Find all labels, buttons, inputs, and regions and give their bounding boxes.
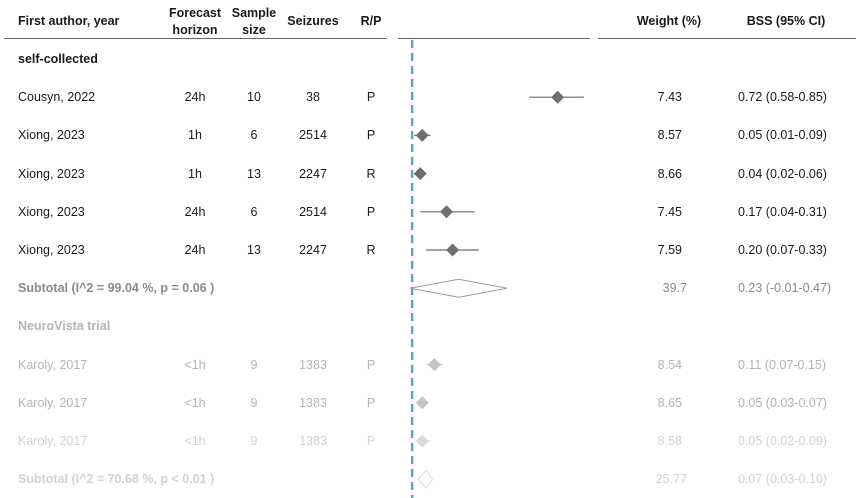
header-horizon-line1: Forecast (168, 6, 222, 20)
subtotal-weight: 39.7 (662, 281, 687, 296)
study-sample: 9 (250, 434, 258, 448)
study-horizon: <1h (184, 434, 206, 448)
study-rp: P (366, 128, 376, 143)
study-horizon: 24h (184, 243, 206, 257)
study-label: Karoly, 2017 (18, 395, 88, 410)
study-label: Xiong, 2023 (18, 204, 85, 219)
study-rp: P (366, 395, 376, 410)
study-ci: 0.11 (0.07-0.15) (738, 357, 827, 372)
study-ci: 0.20 (0.07-0.33) (738, 243, 827, 257)
study-sample: 6 (250, 128, 258, 143)
point-estimate (427, 358, 441, 372)
study-rp: P (366, 204, 376, 219)
study-sample: 13 (247, 243, 261, 257)
study-seizures: 2247 (299, 166, 327, 181)
study-horizon: <1h (184, 395, 206, 410)
study-label: Xiong, 2023 (18, 243, 85, 257)
header-rule-left (4, 38, 387, 39)
subtotal-ci: 0.07 (0.03-0.10) (738, 472, 827, 487)
study-ci: 0.05 (0.03-0.07) (738, 395, 827, 410)
study-label: Cousyn, 2022 (18, 90, 96, 105)
study-seizures: 1383 (299, 395, 327, 410)
study-seizures: 2247 (299, 243, 327, 257)
study-rp: P (366, 434, 376, 448)
group-label: self-collected (18, 52, 98, 66)
study-label: Xiong, 2023 (18, 128, 85, 143)
study-seizures: 2514 (299, 128, 327, 143)
study-sample: 9 (250, 357, 258, 372)
study-label: Karoly, 2017 (18, 357, 88, 372)
study-label: Karoly, 2017 (18, 434, 88, 448)
point-estimate (440, 205, 454, 219)
study-weight: 8.65 (657, 395, 682, 410)
study-weight: 7.45 (657, 204, 682, 219)
subtotal-label: Subtotal (I^2 = 70.68 %, p < 0.01 ) (18, 472, 215, 487)
point-estimate (415, 434, 429, 448)
header-rule-right (598, 38, 856, 39)
study-sample: 6 (250, 204, 258, 219)
point-estimate (551, 90, 565, 104)
study-weight: 8.58 (657, 434, 682, 448)
study-ci: 0.05 (0.02-0.09) (738, 434, 827, 448)
header-bss: BSS (95% CI) (746, 14, 826, 28)
study-rp: P (366, 357, 376, 372)
study-weight: 7.43 (657, 90, 682, 105)
group-label: NeuroVista trial (18, 319, 111, 334)
subtotal-weight: 25.77 (655, 472, 687, 487)
study-label: Xiong, 2023 (18, 166, 85, 181)
study-rp: R (366, 166, 376, 181)
study-seizures: 1383 (299, 357, 327, 372)
point-estimate (446, 243, 460, 257)
study-horizon: 24h (184, 90, 206, 105)
point-estimate (413, 167, 427, 181)
subtotal-diamond (417, 469, 433, 490)
header-rp: R/P (360, 14, 382, 28)
point-estimate (415, 128, 429, 142)
point-estimate (415, 396, 429, 410)
study-weight: 8.54 (657, 357, 682, 372)
header-author: First author, year (18, 14, 120, 28)
header-sample-line2: size (242, 23, 266, 37)
header-weight: Weight (%) (636, 14, 702, 28)
study-seizures: 1383 (299, 434, 327, 448)
study-horizon: <1h (184, 357, 206, 372)
study-horizon: 1h (188, 166, 202, 181)
header-horizon-line2: horizon (172, 23, 218, 37)
study-ci: 0.05 (0.01-0.09) (738, 128, 827, 143)
study-ci: 0.04 (0.02-0.06) (738, 166, 827, 181)
study-ci: 0.72 (0.58-0.85) (738, 90, 827, 105)
study-seizures: 2514 (299, 204, 327, 219)
study-weight: 7.59 (657, 243, 682, 257)
study-seizures: 38 (306, 90, 320, 105)
study-sample: 10 (247, 90, 261, 105)
subtotal-ci: 0.23 (-0.01-0.47) (738, 281, 832, 296)
study-rp: P (366, 90, 376, 105)
study-horizon: 1h (188, 128, 202, 143)
header-rule-middle (398, 38, 590, 39)
study-ci: 0.17 (0.04-0.31) (738, 204, 827, 219)
subtotal-diamond (410, 278, 508, 298)
study-weight: 8.66 (657, 166, 682, 181)
study-weight: 8.57 (657, 128, 682, 143)
subtotal-label: Subtotal (I^2 = 99.04 %, p = 0.06 ) (18, 281, 215, 296)
study-sample: 13 (247, 166, 261, 181)
study-rp: R (366, 243, 376, 257)
header-sample-line1: Sample (231, 6, 277, 20)
study-sample: 9 (250, 395, 258, 410)
header-seizures: Seizures (287, 14, 339, 28)
study-horizon: 24h (184, 204, 206, 219)
